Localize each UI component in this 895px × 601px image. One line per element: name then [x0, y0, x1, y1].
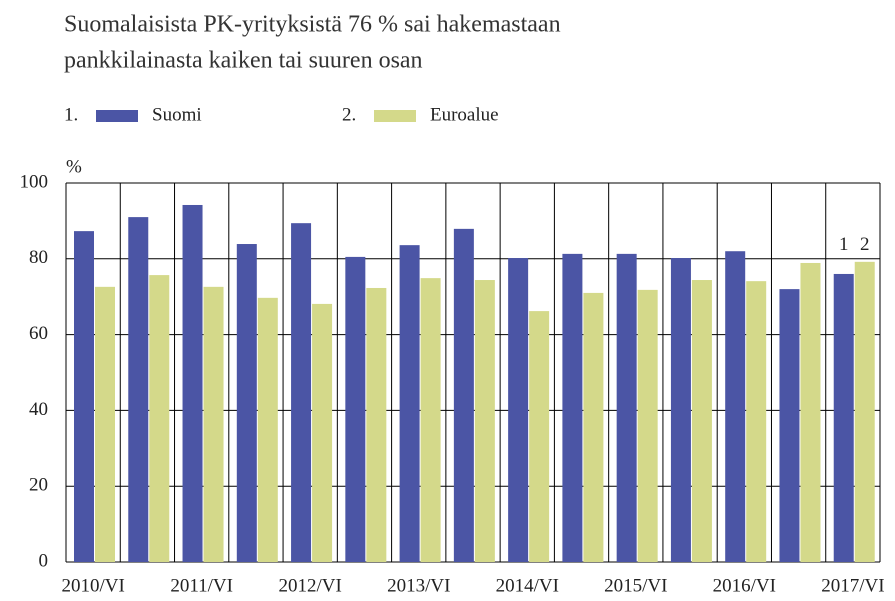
- chart-title: pankkilainasta kaiken tai suuren osan: [64, 48, 423, 74]
- bar: [746, 281, 767, 562]
- legend-label: Euroalue: [430, 104, 499, 125]
- legend-label: Suomi: [152, 104, 202, 125]
- y-tick-label: 40: [29, 399, 48, 420]
- bar: [779, 289, 800, 562]
- bar: [637, 289, 658, 562]
- bar: [420, 278, 441, 562]
- bar: [508, 258, 529, 562]
- x-tick-label: 2013/VI: [387, 575, 450, 596]
- annotation: 2: [860, 234, 870, 255]
- bar: [562, 253, 583, 563]
- bar: [95, 286, 115, 562]
- annotation: 1: [839, 234, 849, 255]
- bar: [182, 204, 203, 562]
- bar: [616, 253, 637, 563]
- bar: [203, 286, 224, 562]
- bar: [236, 244, 257, 563]
- legend-number: 1.: [64, 104, 78, 125]
- bar: [670, 258, 691, 562]
- bar: [399, 245, 420, 562]
- bar: [74, 231, 94, 562]
- bar: [312, 303, 333, 562]
- legend-number: 2.: [342, 104, 356, 125]
- x-tick-label: 2010/VI: [61, 575, 124, 596]
- bar: [691, 280, 712, 562]
- bar: [128, 217, 149, 563]
- legend-swatch: [374, 110, 416, 122]
- chart-title: Suomalaisista PK-yrityksistä 76 % sai ha…: [64, 12, 561, 38]
- y-tick-label: 0: [39, 550, 49, 571]
- x-tick-label: 2015/VI: [604, 575, 667, 596]
- bar: [725, 251, 746, 562]
- bar: [291, 223, 312, 562]
- bar: [257, 297, 278, 562]
- bar: [800, 262, 821, 562]
- bar: [833, 273, 854, 562]
- x-tick-label: 2011/VI: [170, 575, 233, 596]
- x-tick-label: 2017/VI: [821, 575, 884, 596]
- y-tick-label: 100: [20, 171, 49, 192]
- x-tick-label: 2014/VI: [496, 575, 559, 596]
- bar: [366, 287, 387, 562]
- bar: [149, 275, 170, 562]
- bar: [583, 292, 604, 562]
- bar: [474, 280, 495, 562]
- x-tick-label: 2012/VI: [279, 575, 342, 596]
- bar: [854, 261, 875, 562]
- bar: [453, 228, 474, 562]
- y-tick-label: 80: [29, 247, 48, 268]
- bar: [345, 256, 366, 562]
- bar: [529, 311, 550, 562]
- y-tick-label: 60: [29, 323, 48, 344]
- legend-swatch: [96, 110, 138, 122]
- y-axis-label: %: [66, 156, 82, 177]
- x-tick-label: 2016/VI: [713, 575, 776, 596]
- y-tick-label: 20: [29, 475, 48, 496]
